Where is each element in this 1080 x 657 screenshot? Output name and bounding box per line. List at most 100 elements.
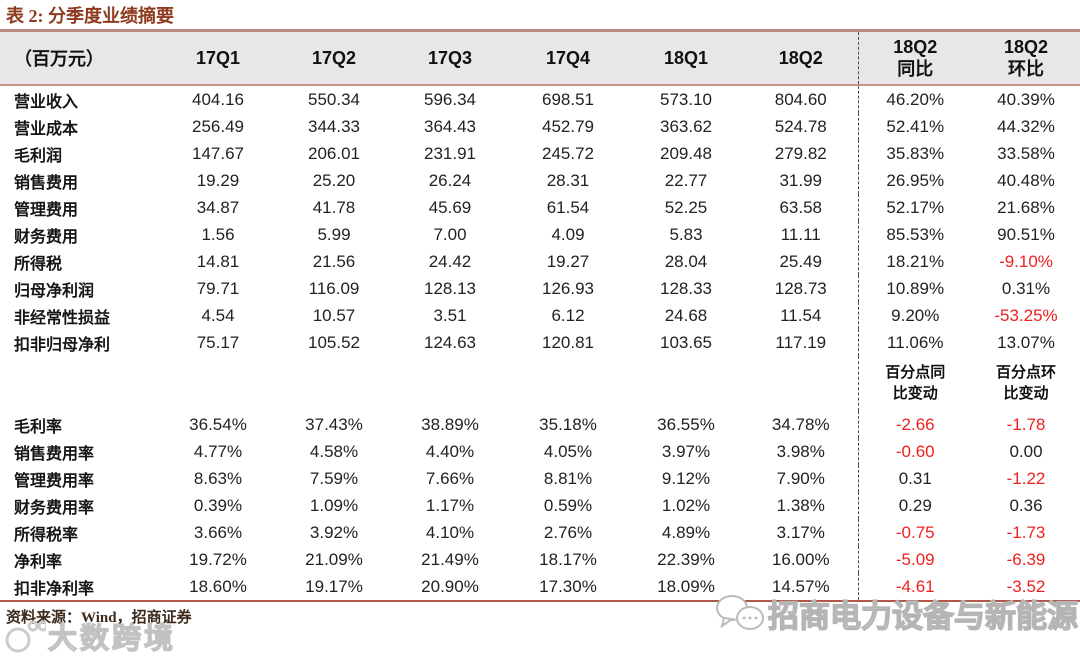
yoy-cell: 0.31: [857, 465, 972, 492]
cell-value: 17.30%: [539, 576, 597, 596]
cell-value: 4.77%: [193, 441, 243, 461]
cell-value: 128.13: [424, 278, 476, 298]
cell-value: 1.38%: [776, 495, 825, 515]
cell-value: 35.18%: [539, 414, 597, 434]
yoy-cell: -0.75: [857, 519, 972, 546]
yoy-cell: 52.41%: [857, 113, 972, 140]
col-header-17q2: 17Q2: [276, 30, 392, 86]
qoq-cell: 40.48%: [997, 170, 1055, 190]
ratio-rows-section: 毛利率 36.54% 37.43% 38.89% 35.18% 36.55% 34.78% -…: [0, 411, 1080, 601]
yoy-cell: 35.83%: [857, 140, 972, 167]
cell-value: 364.43: [424, 116, 476, 136]
row-label: 非经常性损益: [14, 309, 111, 327]
cell-value: 209.48: [660, 143, 712, 163]
cell-value: 147.67: [192, 143, 244, 163]
table-row: 销售费用率 4.77% 4.58% 4.40% 4.05% 3.97% 3.98% -0.60…: [0, 438, 1080, 465]
table-row: 管理费用率 8.63% 7.59% 7.66% 8.81% 9.12% 7.90% 0.31 -…: [0, 465, 1080, 492]
table-row: 营业收入 404.16 550.34 596.34 698.51 573.10 804.60…: [0, 85, 1080, 113]
cell-value: 21.49%: [421, 549, 479, 569]
cell-value: 52.25: [664, 197, 708, 217]
cell-value: 24.68: [664, 305, 708, 325]
cell-value: 5.99: [317, 224, 351, 244]
cell-value: 28.31: [546, 170, 590, 190]
cell-value: 14.81: [196, 251, 240, 271]
cell-value: 4.58%: [309, 441, 359, 461]
source-note: 资料来源：Wind，招商证券: [6, 610, 192, 626]
cell-value: 4.40%: [425, 441, 475, 461]
cell-value: 11.11: [780, 224, 821, 244]
row-label: 毛利润: [14, 147, 63, 165]
cell-value: 3.98%: [776, 441, 825, 461]
subheader-row: 百分点同 比变动 百分点环 比变动: [0, 356, 1080, 411]
cell-value: 0.59%: [543, 495, 593, 515]
pp-yoy-header: 百分点同 比变动: [857, 356, 972, 411]
yoy-cell: 18.21%: [857, 248, 972, 275]
cell-value: 550.34: [308, 89, 360, 109]
col-header-18q2: 18Q2: [744, 30, 858, 86]
table-row: 营业成本 256.49 344.33 364.43 452.79 363.62 524.78…: [0, 113, 1080, 140]
cell-value: 41.78: [312, 197, 356, 217]
cell-value: 19.72%: [189, 549, 247, 569]
qoq-cell: -1.22: [1006, 468, 1046, 488]
row-label: 管理费用率: [14, 472, 95, 490]
cell-value: 7.00: [433, 224, 467, 244]
qoq-cell: 21.68%: [997, 197, 1055, 217]
cell-value: 3.97%: [661, 441, 711, 461]
cell-value: 22.39%: [657, 549, 715, 569]
cell-value: 4.89%: [661, 522, 711, 542]
row-label: 扣非净利率: [14, 580, 95, 598]
col-header-18q2-qoq: 18Q2 环比: [972, 30, 1080, 86]
cell-value: 61.54: [546, 197, 590, 217]
cell-value: 11.54: [780, 305, 822, 325]
table-row: 净利率 19.72% 21.09% 21.49% 18.17% 22.39% 16.00% -…: [0, 546, 1080, 573]
cell-value: 256.49: [192, 116, 244, 136]
cell-value: 14.57%: [771, 576, 830, 596]
cell-value: 18.09%: [657, 576, 715, 596]
qoq-cell: 0.00: [1009, 441, 1043, 461]
cell-value: 7.90%: [776, 468, 825, 488]
cell-value: 4.05%: [543, 441, 593, 461]
qoq-cell: -6.39: [1006, 549, 1046, 569]
qoq-cell: -1.78: [1006, 414, 1046, 434]
table-title: 表 2: 分季度业绩摘要: [6, 6, 174, 26]
subheader-section: 百分点同 比变动 百分点环 比变动: [0, 356, 1080, 411]
cell-value: 596.34: [424, 89, 476, 109]
qoq-cell: 33.58%: [997, 143, 1055, 163]
table-row: 财务费用 1.56 5.99 7.00 4.09 5.83 11.11 85.53% 90.51…: [0, 221, 1080, 248]
cell-value: 36.54%: [189, 414, 247, 434]
cell-value: 31.99: [779, 170, 823, 190]
cell-value: 279.82: [774, 143, 827, 163]
table-row: 所得税 14.81 21.56 24.42 19.27 28.04 25.49 18.21% -…: [0, 248, 1080, 275]
cell-value: 4.09: [551, 224, 585, 244]
cell-value: 0.39%: [193, 495, 243, 515]
cell-value: 2.76%: [543, 522, 593, 542]
cell-value: 18.17%: [539, 549, 597, 569]
row-label: 扣非归母净利: [14, 336, 111, 354]
cell-value: 36.55%: [657, 414, 715, 434]
yoy-cell: 0.29: [857, 492, 972, 519]
cell-value: 8.81%: [543, 468, 593, 488]
cell-value: 19.27: [546, 251, 590, 271]
cell-value: 344.33: [308, 116, 360, 136]
cell-value: 18.60%: [189, 576, 247, 596]
row-label: 营业收入: [14, 93, 79, 111]
qoq-cell: -53.25%: [994, 305, 1058, 325]
row-label: 营业成本: [14, 120, 79, 138]
pp-qoq-header: 百分点环 比变动: [995, 365, 1056, 402]
row-label: 净利率: [14, 553, 63, 571]
col-header-18q1: 18Q1: [628, 30, 744, 86]
cell-value: 63.58: [779, 197, 823, 217]
cell-value: 117.19: [775, 332, 827, 352]
cell-value: 19.29: [196, 170, 240, 190]
table-row: 所得税率 3.66% 3.92% 4.10% 2.76% 4.89% 3.17% -0.75 -…: [0, 519, 1080, 546]
qoq-cell: 13.07%: [997, 332, 1055, 352]
cell-value: 1.17%: [425, 495, 475, 515]
cell-value: 1.56: [201, 224, 235, 244]
cell-value: 206.01: [308, 143, 360, 163]
cell-value: 8.63%: [193, 468, 243, 488]
cell-value: 116.09: [308, 278, 360, 298]
cell-value: 34.87: [196, 197, 240, 217]
yoy-cell: -0.60: [857, 438, 972, 465]
header-row: （百万元） 17Q1 17Q2 17Q3 17Q4 18Q1 18Q2 18Q2…: [0, 30, 1080, 86]
